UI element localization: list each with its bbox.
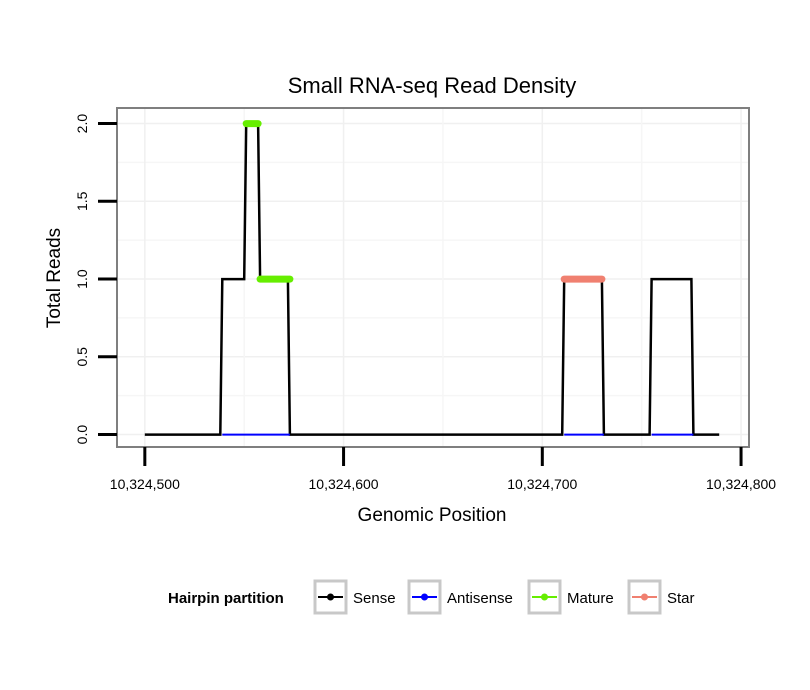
- y-tick-label: 0.0: [74, 425, 90, 445]
- legend-key-point: [327, 593, 334, 601]
- series-layer: [144, 120, 720, 436]
- legend-title: Hairpin partition: [168, 590, 284, 607]
- y-axis: 0.0 0.5 1.0 1.5 2.0: [74, 114, 117, 445]
- y-tick-label: 1.0: [74, 269, 90, 289]
- legend-key-point: [541, 593, 548, 601]
- plot-area: [116, 107, 750, 448]
- y-tick-label: 2.0: [74, 114, 90, 134]
- legend-label: Mature: [567, 590, 614, 607]
- plot-border: [116, 107, 750, 448]
- y-axis-label: Total Reads: [44, 228, 65, 328]
- legend-label: Antisense: [447, 590, 513, 607]
- x-tick-label: 10,324,700: [507, 476, 577, 492]
- legend-label: Sense: [353, 590, 396, 607]
- chart-title: Small RNA-seq Read Density: [288, 73, 577, 98]
- legend-key-point: [421, 593, 428, 601]
- plot-background: [117, 108, 749, 447]
- x-axis: 10,324,500 10,324,600 10,324,700 10,324,800: [110, 447, 776, 492]
- legend: Hairpin partition Sense Antisense Mature St…: [168, 579, 695, 615]
- legend-label: Star: [667, 590, 695, 607]
- legend-items: Sense Antisense Mature Star: [313, 579, 695, 615]
- x-axis-label: Genomic Position: [358, 505, 507, 526]
- series-sense-line: [144, 122, 720, 436]
- x-tick-label: 10,324,800: [706, 476, 776, 492]
- x-tick-label: 10,324,600: [309, 476, 379, 492]
- y-tick-label: 1.5: [74, 191, 90, 211]
- x-tick-label: 10,324,500: [110, 476, 180, 492]
- legend-key-point: [641, 593, 648, 601]
- y-tick-label: 0.5: [74, 347, 90, 367]
